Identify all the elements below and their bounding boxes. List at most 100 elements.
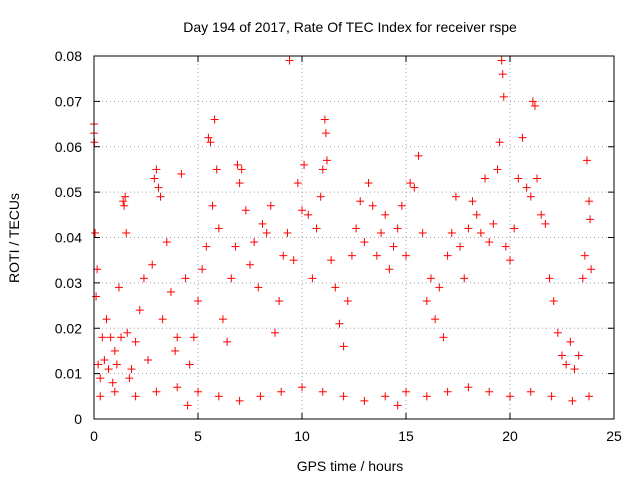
data-point bbox=[578, 274, 587, 283]
data-point bbox=[566, 337, 575, 346]
data-point bbox=[194, 387, 202, 396]
data-point bbox=[422, 297, 431, 306]
data-point bbox=[110, 346, 119, 355]
data-point bbox=[144, 356, 153, 365]
y-tick-label: 0.05 bbox=[55, 184, 82, 200]
data-point bbox=[125, 374, 134, 383]
data-point bbox=[377, 228, 386, 237]
data-point bbox=[545, 274, 554, 283]
data-point bbox=[447, 228, 456, 237]
data-point bbox=[246, 260, 254, 269]
data-point bbox=[456, 242, 465, 251]
data-point bbox=[237, 165, 246, 174]
data-point bbox=[198, 265, 207, 274]
data-point bbox=[104, 365, 113, 374]
data-point bbox=[293, 179, 302, 188]
y-tick-label: 0.02 bbox=[55, 320, 82, 336]
data-point bbox=[318, 165, 327, 174]
data-point bbox=[218, 315, 227, 324]
data-point bbox=[114, 283, 123, 292]
data-point bbox=[321, 129, 330, 138]
data-point bbox=[443, 387, 452, 396]
data-point bbox=[158, 315, 167, 324]
data-point bbox=[464, 224, 473, 233]
data-point bbox=[289, 256, 298, 265]
data-point bbox=[108, 378, 117, 387]
x-tick-label: 20 bbox=[502, 428, 518, 444]
data-point bbox=[122, 228, 131, 237]
data-point bbox=[223, 337, 232, 346]
data-point bbox=[506, 256, 514, 265]
data-point bbox=[206, 138, 215, 147]
x-tick-label: 5 bbox=[194, 428, 202, 444]
data-point bbox=[418, 228, 427, 237]
data-point bbox=[183, 401, 192, 410]
data-point bbox=[360, 396, 369, 405]
y-tick-label: 0.08 bbox=[55, 48, 82, 64]
data-point bbox=[468, 197, 477, 206]
data-point bbox=[339, 392, 348, 401]
data-point bbox=[119, 197, 128, 206]
data-point bbox=[227, 274, 236, 283]
data-point bbox=[120, 201, 129, 210]
data-point bbox=[121, 192, 130, 201]
data-point bbox=[98, 333, 107, 342]
data-points bbox=[90, 56, 596, 410]
data-point bbox=[472, 210, 481, 219]
data-point bbox=[574, 351, 583, 360]
data-point bbox=[558, 351, 566, 360]
y-tick-label: 0.06 bbox=[55, 139, 82, 155]
data-point bbox=[582, 156, 591, 165]
data-point bbox=[587, 265, 596, 274]
data-point bbox=[139, 274, 148, 283]
data-point bbox=[460, 274, 469, 283]
data-point bbox=[498, 70, 507, 79]
data-point bbox=[262, 228, 271, 237]
x-tick-label: 10 bbox=[294, 428, 310, 444]
data-point bbox=[562, 360, 571, 369]
data-point bbox=[166, 287, 175, 296]
data-point bbox=[514, 174, 523, 183]
data-point bbox=[194, 297, 202, 306]
data-point bbox=[485, 238, 494, 247]
data-point bbox=[327, 256, 336, 265]
x-tick-labels: 0 5 10 15 20 25 bbox=[90, 428, 622, 444]
data-point bbox=[537, 210, 546, 219]
data-point bbox=[426, 274, 435, 283]
data-point bbox=[435, 283, 444, 292]
data-point bbox=[570, 365, 579, 374]
data-point bbox=[208, 201, 217, 210]
data-point bbox=[343, 297, 352, 306]
x-axis-label: GPS time / hours bbox=[297, 458, 404, 474]
data-point bbox=[214, 392, 223, 401]
data-point bbox=[316, 192, 325, 201]
data-point bbox=[150, 174, 159, 183]
data-point bbox=[171, 346, 180, 355]
data-point bbox=[279, 251, 288, 260]
data-point bbox=[102, 315, 111, 324]
y-tick-label: 0.03 bbox=[55, 275, 82, 291]
data-point bbox=[156, 192, 165, 201]
data-point bbox=[106, 333, 115, 342]
data-point bbox=[553, 328, 562, 337]
data-point bbox=[202, 242, 211, 251]
data-point bbox=[91, 228, 100, 237]
data-point bbox=[368, 201, 377, 210]
data-point bbox=[152, 387, 161, 396]
data-point bbox=[381, 210, 390, 219]
data-point bbox=[493, 165, 502, 174]
data-point bbox=[530, 101, 539, 110]
x-tick-label: 15 bbox=[398, 428, 414, 444]
data-point bbox=[414, 151, 423, 160]
data-point bbox=[235, 396, 244, 405]
data-point bbox=[481, 174, 490, 183]
data-point bbox=[214, 224, 223, 233]
data-point bbox=[451, 192, 460, 201]
data-point bbox=[275, 297, 284, 306]
data-point bbox=[393, 401, 402, 410]
data-point bbox=[148, 260, 157, 269]
data-point bbox=[522, 183, 531, 192]
data-point bbox=[304, 210, 313, 219]
data-point bbox=[162, 238, 171, 247]
data-point bbox=[110, 387, 119, 396]
